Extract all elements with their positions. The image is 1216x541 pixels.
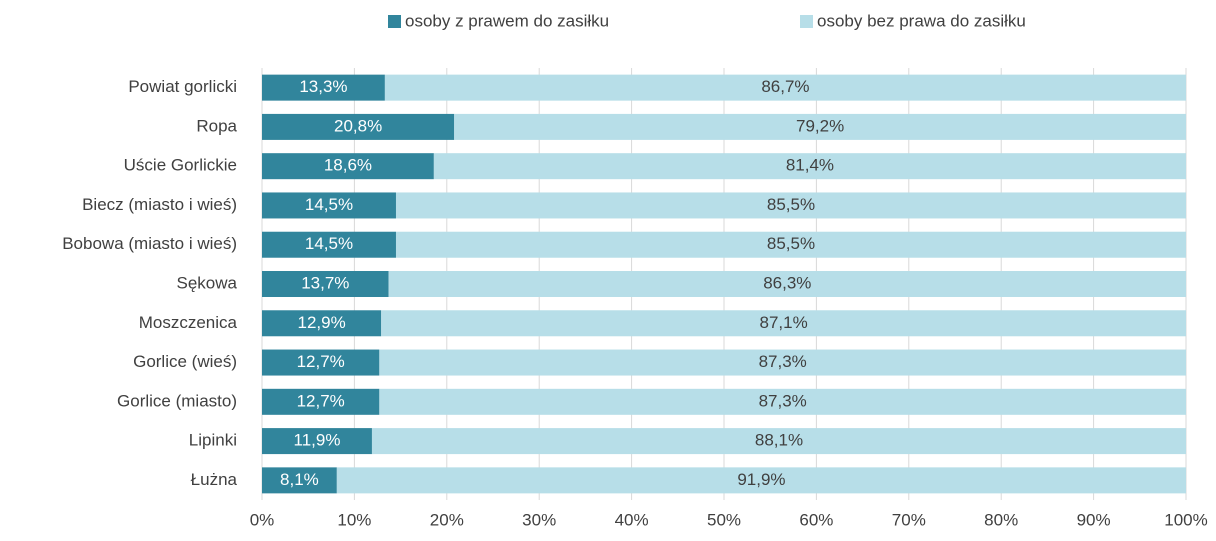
data-label: 87,3%: [759, 352, 807, 371]
data-label: 87,1%: [759, 313, 807, 332]
bar-segment: [262, 192, 396, 219]
x-tick-label: 30%: [522, 510, 556, 529]
data-label: 11,9%: [294, 431, 341, 450]
legend-label: osoby z prawem do zasiłku: [405, 11, 609, 30]
bar-segment: [262, 310, 382, 337]
bar-segment: [262, 428, 372, 455]
bar-segment: [379, 388, 1186, 415]
data-label: 12,7%: [297, 352, 345, 371]
legend-swatch: [388, 15, 401, 28]
data-label: 13,7%: [301, 273, 349, 292]
bar-segment: [262, 349, 380, 376]
bar-segment: [381, 310, 1186, 337]
data-label: 88,1%: [755, 431, 803, 450]
bar-segment: [454, 113, 1186, 140]
data-label: 12,7%: [297, 391, 345, 410]
bar-segment: [384, 74, 1187, 101]
y-tick-label: Biecz (miasto i wieś): [82, 195, 237, 214]
x-tick-label: 70%: [892, 510, 926, 529]
bar-segment: [395, 231, 1187, 258]
bar-segment: [262, 153, 434, 180]
y-tick-label: Bobowa (miasto i wieś): [62, 234, 237, 253]
y-tick-label: Ropa: [196, 116, 237, 135]
bar-segment: [388, 271, 1186, 297]
legend-label: osoby bez prawa do zasiłku: [817, 11, 1026, 30]
x-tick-label: 100%: [1164, 510, 1207, 529]
bar-segment: [262, 467, 337, 494]
data-label: 12,9%: [297, 313, 345, 332]
bar-segment: [262, 388, 380, 415]
x-tick-label: 40%: [615, 510, 649, 529]
data-label: 87,3%: [759, 391, 807, 410]
y-tick-label: Sękowa: [177, 273, 238, 292]
data-label: 91,9%: [737, 470, 785, 489]
y-tick-label: Gorlice (miasto): [117, 391, 237, 410]
bar-segment: [336, 467, 1186, 494]
y-tick-label: Moszczenica: [139, 313, 238, 332]
x-tick-label: 90%: [1077, 510, 1111, 529]
data-label: 20,8%: [334, 116, 382, 135]
y-tick-label: Uście Gorlickie: [124, 156, 237, 175]
bar-segment: [433, 153, 1186, 180]
data-label: 85,5%: [767, 234, 815, 253]
data-label: 8,1%: [280, 470, 319, 489]
y-tick-label: Łużna: [191, 470, 238, 489]
y-tick-label: Gorlice (wieś): [133, 352, 237, 371]
x-tick-label: 80%: [984, 510, 1018, 529]
data-label: 81,4%: [786, 156, 834, 175]
data-label: 86,3%: [763, 273, 811, 292]
data-label: 18,6%: [324, 156, 372, 175]
legend-swatch: [800, 15, 813, 28]
x-tick-label: 0%: [250, 510, 275, 529]
bar-segment: [262, 231, 396, 258]
bar-segment: [262, 74, 385, 101]
y-tick-label: Powiat gorlicki: [128, 77, 237, 96]
data-label: 14,5%: [305, 234, 353, 253]
bar-segment: [262, 113, 455, 140]
data-label: 13,3%: [299, 77, 347, 96]
data-label: 79,2%: [796, 116, 844, 135]
bar-segment: [371, 428, 1186, 455]
x-tick-label: 60%: [799, 510, 833, 529]
bar-segment: [395, 192, 1187, 219]
data-label: 14,5%: [305, 195, 353, 214]
x-tick-label: 10%: [337, 510, 371, 529]
bar-segment: [262, 271, 389, 297]
x-tick-label: 50%: [707, 510, 741, 529]
y-tick-label: Lipinki: [189, 431, 237, 450]
data-label: 86,7%: [761, 77, 809, 96]
data-label: 85,5%: [767, 195, 815, 214]
x-tick-label: 20%: [430, 510, 464, 529]
bar-segment: [379, 349, 1186, 376]
